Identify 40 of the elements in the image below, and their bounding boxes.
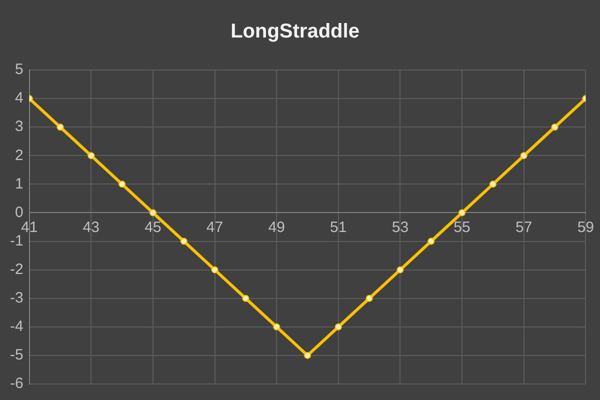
x-tick-label: 55	[454, 218, 470, 236]
point	[149, 209, 156, 216]
y-tick-label: 1	[14, 175, 24, 192]
point	[304, 352, 311, 359]
x-tick-label: 41	[20, 218, 38, 236]
x-tick-label: 53	[392, 218, 409, 236]
point	[366, 294, 373, 302]
point	[211, 266, 218, 274]
point	[56, 124, 64, 131]
point	[88, 152, 95, 160]
point	[118, 180, 126, 188]
y-tick-label: -6	[10, 375, 24, 392]
y-tick-label: 0	[14, 204, 24, 221]
y-tick-label: -3	[10, 290, 24, 307]
x-tick-label: 43	[82, 218, 100, 236]
x-tick-label: 49	[268, 218, 285, 236]
x-tick-label: 47	[206, 218, 224, 236]
point	[242, 294, 250, 302]
point	[334, 323, 342, 330]
point	[396, 266, 404, 274]
y-tick-label: 4	[14, 90, 24, 107]
chart-title: LongStraddle	[230, 20, 360, 43]
point	[489, 180, 496, 188]
y-tick-label: 3	[14, 118, 24, 136]
point	[551, 124, 558, 131]
y-tick-label: 2	[14, 146, 24, 164]
y-tick-label: -5	[10, 346, 24, 364]
y-tick-label: 5	[14, 61, 24, 78]
y-tick-label: -4	[10, 318, 24, 336]
x-tick-label: 59	[577, 218, 594, 236]
point	[273, 323, 280, 330]
x-tick-label: 51	[330, 218, 347, 236]
y-tick-label: -2	[10, 260, 24, 278]
point	[428, 238, 435, 245]
x-tick-label: 57	[516, 218, 532, 236]
x-tick-label: 45	[144, 218, 162, 236]
point	[520, 152, 528, 160]
point	[458, 209, 466, 216]
point	[180, 238, 188, 245]
y-tick-label: -1	[10, 232, 24, 250]
